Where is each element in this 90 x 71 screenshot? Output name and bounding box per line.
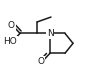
- Text: O: O: [38, 57, 44, 66]
- Text: HO: HO: [3, 37, 17, 46]
- Text: O: O: [8, 21, 15, 30]
- Text: N: N: [47, 29, 53, 38]
